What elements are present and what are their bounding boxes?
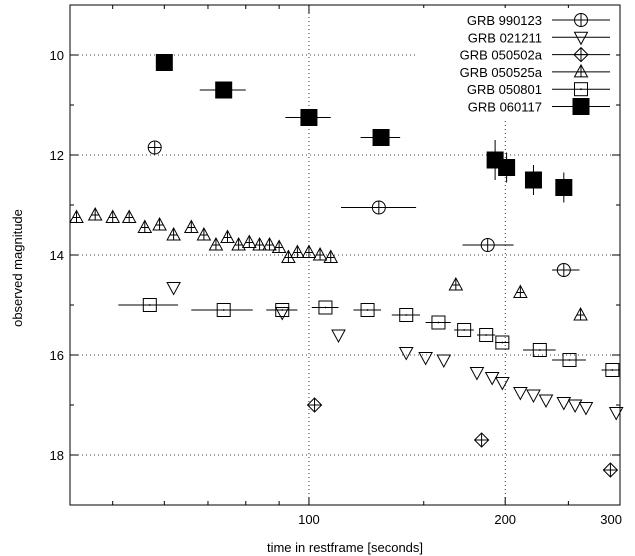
data-point bbox=[418, 352, 433, 366]
data-point bbox=[306, 397, 323, 413]
data-point bbox=[524, 171, 542, 189]
data-point bbox=[275, 303, 290, 317]
data-point bbox=[241, 234, 257, 248]
x-axis-label: time in restframe [seconds] bbox=[267, 540, 423, 555]
data-point bbox=[555, 179, 573, 196]
data-point bbox=[69, 209, 84, 223]
legend-label: GRB 060117 bbox=[468, 100, 542, 115]
data-point bbox=[220, 229, 235, 243]
x-tick-label: 300 bbox=[600, 512, 622, 527]
data-point bbox=[556, 397, 572, 411]
data-point bbox=[498, 159, 516, 176]
data-point bbox=[398, 347, 414, 361]
series-grb-050502a bbox=[306, 397, 619, 478]
data-point bbox=[152, 216, 167, 231]
legend-marker bbox=[573, 31, 589, 46]
y-tick-label: 14 bbox=[50, 248, 64, 263]
legend-label: GRB 050801 bbox=[467, 82, 542, 97]
data-point bbox=[290, 244, 305, 258]
data-point bbox=[479, 328, 494, 342]
legend-label: GRB 990123 bbox=[467, 13, 542, 28]
y-tick-label: 12 bbox=[50, 148, 64, 163]
data-point bbox=[216, 303, 231, 317]
data-point bbox=[87, 206, 103, 221]
legend-label: GRB 050525a bbox=[460, 65, 543, 80]
x-tick-label: 100 bbox=[298, 512, 320, 527]
series-grb-050525a bbox=[69, 206, 588, 321]
series-grb-021211 bbox=[166, 282, 624, 421]
data-point bbox=[312, 246, 328, 261]
series-grb-990123 bbox=[147, 140, 580, 277]
data-point bbox=[495, 377, 510, 391]
data-point bbox=[105, 209, 121, 223]
data-point bbox=[605, 363, 620, 377]
axis-ticks: 10 12 14 16 18 100 200 300 bbox=[50, 4, 622, 527]
data-point bbox=[562, 353, 577, 367]
data-point bbox=[469, 367, 485, 381]
data-point bbox=[208, 236, 224, 251]
data-point bbox=[331, 329, 346, 344]
x-tick-label: 200 bbox=[494, 512, 516, 527]
data-point bbox=[567, 399, 583, 414]
data-point bbox=[155, 54, 173, 71]
legend-marker bbox=[573, 46, 589, 63]
data-point bbox=[495, 335, 510, 350]
data-point bbox=[431, 315, 446, 330]
legend-label: GRB 021211 bbox=[468, 30, 542, 45]
data-point bbox=[513, 387, 528, 401]
y-tick-label: 18 bbox=[50, 448, 64, 463]
y-axis-label: observed magnitude bbox=[10, 209, 25, 327]
data-point bbox=[371, 200, 386, 215]
data-point bbox=[166, 226, 181, 241]
data-point bbox=[538, 394, 554, 409]
data-point bbox=[142, 298, 157, 312]
data-point bbox=[372, 129, 390, 146]
data-point bbox=[271, 239, 287, 253]
data-point bbox=[602, 462, 619, 478]
series-grb-050801 bbox=[118, 298, 620, 377]
data-point bbox=[252, 236, 267, 251]
data-point bbox=[231, 236, 246, 251]
data-point bbox=[457, 323, 472, 337]
data-point bbox=[196, 226, 212, 241]
data-point bbox=[556, 263, 571, 277]
data-point bbox=[436, 354, 452, 369]
data-point bbox=[608, 407, 624, 421]
grid bbox=[70, 5, 620, 505]
legend-label: GRB 050502a bbox=[460, 48, 543, 63]
data-point bbox=[137, 219, 153, 233]
data-point bbox=[121, 209, 137, 223]
legend-marker bbox=[574, 82, 588, 97]
data-point bbox=[532, 343, 547, 357]
y-tick-label: 10 bbox=[50, 48, 64, 63]
series-grb-060117 bbox=[155, 54, 573, 203]
data-point bbox=[166, 282, 181, 296]
data-point bbox=[513, 284, 528, 298]
data-point bbox=[215, 81, 233, 99]
data-point bbox=[323, 249, 339, 263]
data-point bbox=[183, 219, 199, 233]
legend: GRB 990123 GRB 021211 GRB 050502a GRB 05052… bbox=[418, 8, 616, 118]
data-marks bbox=[69, 54, 624, 478]
data-point bbox=[360, 303, 375, 317]
legend-marker bbox=[574, 13, 588, 27]
data-point bbox=[578, 402, 594, 416]
data-point bbox=[318, 300, 333, 315]
data-point bbox=[301, 244, 317, 258]
data-point bbox=[526, 389, 541, 404]
data-point bbox=[262, 236, 277, 251]
data-point bbox=[448, 276, 464, 291]
data-point bbox=[274, 307, 290, 321]
data-point bbox=[484, 372, 500, 386]
legend-marker bbox=[572, 98, 590, 115]
data-point bbox=[300, 109, 318, 126]
data-point bbox=[480, 238, 495, 252]
data-point bbox=[573, 306, 588, 321]
legend-marker bbox=[573, 63, 589, 78]
data-point bbox=[473, 432, 490, 448]
data-point bbox=[147, 140, 162, 155]
data-point bbox=[399, 308, 414, 322]
y-tick-label: 16 bbox=[50, 348, 64, 363]
